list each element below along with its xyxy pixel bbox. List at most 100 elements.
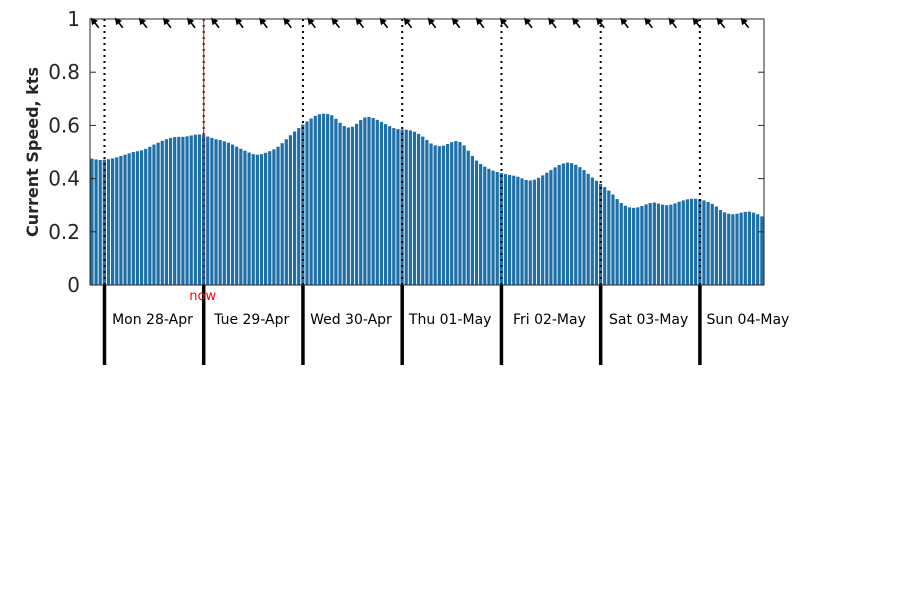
speed-bar bbox=[111, 158, 115, 285]
speed-bar bbox=[193, 134, 197, 285]
speed-bar bbox=[470, 155, 474, 285]
speed-bar bbox=[218, 140, 222, 285]
speed-bar bbox=[412, 131, 417, 285]
speed-bar bbox=[677, 201, 681, 285]
y-tick-label: 0.8 bbox=[48, 60, 80, 84]
speed-bar bbox=[648, 203, 652, 285]
speed-bar bbox=[623, 205, 627, 285]
speed-bar bbox=[553, 167, 557, 285]
speed-bar bbox=[739, 212, 743, 285]
speed-bar bbox=[483, 166, 487, 285]
speed-bar bbox=[524, 179, 528, 285]
speed-bar bbox=[640, 206, 644, 285]
speed-bar bbox=[582, 170, 586, 285]
speed-bar bbox=[272, 149, 276, 285]
speed-bar bbox=[528, 180, 532, 285]
speed-bar bbox=[400, 129, 404, 285]
speed-bar bbox=[330, 115, 334, 285]
speed-bar bbox=[230, 144, 235, 285]
day-label: Sun 04-May bbox=[706, 312, 789, 328]
speed-bar bbox=[474, 160, 479, 285]
speed-bar bbox=[264, 152, 268, 285]
speed-bar bbox=[756, 214, 760, 285]
day-label: Mon 28-Apr bbox=[112, 312, 193, 328]
plot-area-frame bbox=[89, 18, 765, 286]
day-divider-lines bbox=[102, 19, 702, 365]
speed-bar bbox=[350, 126, 355, 285]
speed-bar bbox=[247, 152, 251, 285]
speed-bar bbox=[144, 148, 148, 285]
speed-bar bbox=[702, 200, 706, 285]
speed-bar bbox=[603, 187, 607, 285]
speed-bar bbox=[235, 146, 239, 285]
speed-bar bbox=[570, 163, 574, 285]
speed-bar bbox=[127, 153, 131, 285]
speed-bar bbox=[673, 203, 677, 285]
speed-bar bbox=[429, 143, 433, 285]
speed-bar bbox=[520, 178, 524, 285]
speed-bar bbox=[222, 141, 226, 285]
speed-bar bbox=[251, 154, 255, 285]
y-tick-label: 1 bbox=[67, 7, 80, 31]
speed-bar bbox=[445, 144, 450, 285]
day-labels: Mon 28-Apr Tue 29-Apr Wed 30-Apr Thu 01-May… bbox=[112, 312, 789, 328]
speed-bar bbox=[359, 120, 363, 285]
speed-bar bbox=[98, 159, 102, 285]
speed-bar bbox=[735, 213, 739, 285]
speed-bar bbox=[334, 118, 338, 285]
speed-bar bbox=[388, 126, 392, 285]
speed-bar bbox=[206, 136, 210, 285]
speed-bar bbox=[590, 177, 594, 285]
speed-bar bbox=[417, 133, 421, 285]
speed-bar bbox=[458, 141, 462, 285]
speed-bar bbox=[541, 175, 545, 285]
speed-bar bbox=[408, 130, 412, 285]
speed-bar bbox=[503, 174, 508, 285]
speed-bar bbox=[433, 145, 437, 285]
speed-bar bbox=[160, 140, 164, 285]
speed-bar bbox=[718, 209, 723, 285]
speed-bar bbox=[545, 172, 549, 285]
speed-bar bbox=[706, 202, 710, 285]
speed-bar bbox=[681, 200, 685, 285]
speed-bar bbox=[669, 204, 673, 285]
speed-bar bbox=[479, 163, 483, 285]
speed-bar bbox=[375, 119, 379, 285]
day-label: Tue 29-Apr bbox=[213, 312, 289, 328]
speed-bar bbox=[532, 179, 537, 285]
speed-bar bbox=[507, 174, 512, 285]
speed-bar bbox=[627, 207, 632, 285]
speed-bar bbox=[619, 203, 623, 285]
speed-bar bbox=[731, 214, 735, 285]
speed-bar bbox=[173, 137, 177, 285]
day-label: Fri 02-May bbox=[513, 312, 586, 328]
speed-bar bbox=[689, 198, 694, 285]
speed-bar bbox=[371, 117, 375, 285]
y-tick-label: 0.4 bbox=[48, 167, 80, 191]
speed-bar bbox=[727, 213, 731, 285]
speed-bar bbox=[309, 118, 313, 285]
speed-bar bbox=[665, 205, 669, 285]
speed-bar bbox=[177, 136, 181, 285]
speed-bar bbox=[280, 143, 284, 285]
speed-bar bbox=[338, 122, 342, 286]
speed-bar bbox=[301, 124, 305, 285]
speed-bar bbox=[615, 199, 619, 285]
speed-bar bbox=[284, 139, 288, 285]
speed-bar bbox=[321, 113, 326, 285]
y-axis-ticks bbox=[90, 18, 764, 286]
speed-bar bbox=[317, 114, 321, 285]
speed-bar bbox=[243, 150, 247, 285]
speed-bar bbox=[578, 167, 582, 285]
speed-bar bbox=[652, 202, 656, 285]
speed-bar bbox=[326, 113, 330, 286]
speed-bar bbox=[255, 154, 259, 285]
speed-bar bbox=[363, 117, 367, 285]
speed-bar bbox=[139, 150, 144, 285]
speed-bar bbox=[214, 139, 218, 285]
speed-bar bbox=[383, 124, 388, 285]
speed-bar bbox=[210, 137, 214, 285]
speed-bar bbox=[685, 199, 690, 285]
speed-bar bbox=[354, 123, 359, 285]
